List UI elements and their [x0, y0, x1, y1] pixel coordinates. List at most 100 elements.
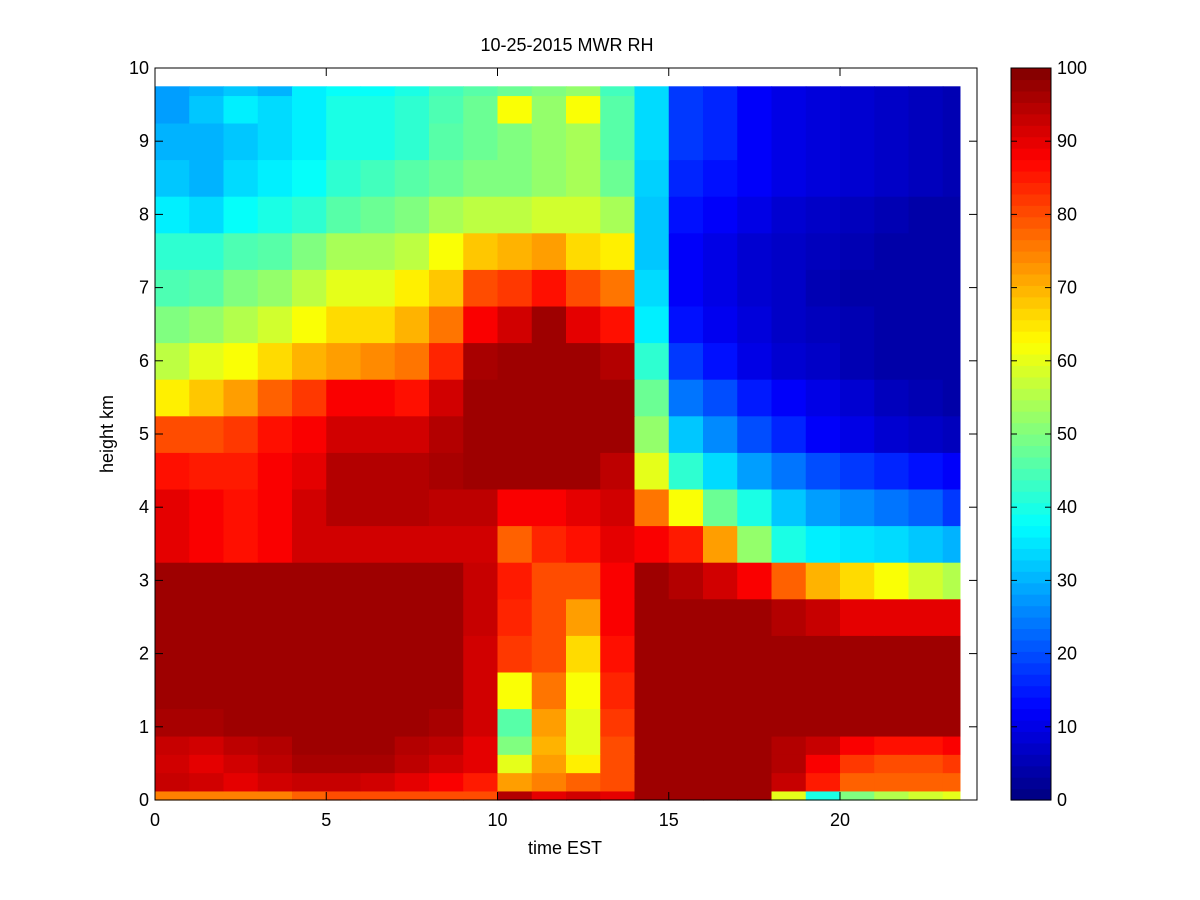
- heatmap-cell: [223, 342, 259, 380]
- heatmap-cell: [703, 159, 738, 197]
- heatmap-cell: [429, 598, 464, 636]
- heatmap-cell: [326, 379, 362, 417]
- heatmap-cell: [531, 95, 567, 124]
- heatmap-cell: [942, 671, 961, 710]
- heatmap-cell: [429, 452, 464, 490]
- heatmap-cell: [737, 790, 773, 801]
- heatmap-cell: [737, 452, 773, 490]
- heatmap-cell: [771, 196, 807, 234]
- heatmap-cell: [531, 671, 567, 710]
- heatmap-cell: [600, 415, 636, 453]
- heatmap-cell: [429, 671, 464, 710]
- heatmap-cell: [463, 598, 499, 636]
- heatmap-cell: [189, 562, 225, 600]
- heatmap-cell: [326, 562, 362, 600]
- heatmap-cell: [566, 772, 601, 792]
- heatmap-cell: [429, 95, 464, 124]
- heatmap-cell: [394, 598, 430, 636]
- heatmap-cell: [942, 488, 961, 527]
- heatmap-cell: [292, 708, 327, 737]
- heatmap-cell: [668, 415, 704, 453]
- heatmap-cell: [223, 452, 259, 490]
- heatmap-cell: [326, 452, 362, 490]
- colorbar-segment: [1011, 296, 1051, 309]
- heatmap-cell: [840, 86, 875, 97]
- heatmap-cell: [497, 525, 533, 563]
- y-tick-label: 5: [139, 424, 149, 444]
- heatmap-cell: [737, 735, 773, 755]
- heatmap-cell: [326, 122, 362, 161]
- heatmap-cell: [600, 159, 636, 197]
- heatmap-cell: [292, 754, 327, 774]
- heatmap-cell: [155, 790, 190, 801]
- heatmap-cell: [874, 95, 910, 124]
- heatmap-cell: [360, 754, 396, 774]
- heatmap-cell: [155, 232, 190, 270]
- heatmap-cell: [326, 305, 362, 344]
- heatmap-cell: [189, 232, 225, 270]
- y-tick-label: 7: [139, 278, 149, 298]
- heatmap-cell: [600, 598, 636, 636]
- heatmap-cell: [874, 772, 910, 792]
- heatmap-cell: [497, 305, 533, 344]
- heatmap-cell: [874, 671, 910, 710]
- heatmap-cell: [394, 95, 430, 124]
- heatmap-cell: [703, 488, 738, 527]
- heatmap-cell: [908, 196, 944, 234]
- heatmap-cell: [634, 452, 670, 490]
- heatmap-cell: [737, 772, 773, 792]
- colorbar-segment: [1011, 491, 1051, 504]
- heatmap-cell: [908, 671, 944, 710]
- heatmap-cell: [394, 122, 430, 161]
- heatmap-cell: [155, 598, 190, 636]
- colorbar-segment: [1011, 353, 1051, 366]
- heatmap-cell: [155, 379, 190, 417]
- heatmap-cell: [531, 754, 567, 774]
- heatmap-cell: [668, 232, 704, 270]
- heatmap-cell: [360, 95, 396, 124]
- heatmap-cell: [703, 269, 738, 307]
- heatmap-cell: [566, 269, 601, 307]
- heatmap-cell: [531, 159, 567, 197]
- heatmap-cell: [429, 305, 464, 344]
- heatmap-cell: [360, 598, 396, 636]
- heatmap-cell: [463, 671, 499, 710]
- heatmap-cell: [908, 86, 944, 97]
- heatmap-cell: [394, 159, 430, 197]
- heatmap-cell: [360, 735, 396, 755]
- x-tick-label: 20: [830, 810, 850, 830]
- colorbar-tick-label: 70: [1057, 278, 1077, 298]
- heatmap-cell: [497, 772, 533, 792]
- heatmap-cell: [566, 562, 601, 600]
- heatmap-cell: [771, 790, 807, 801]
- heatmap-cell: [908, 525, 944, 563]
- heatmap-cell: [840, 305, 875, 344]
- heatmap-cell: [805, 342, 841, 380]
- heatmap-cell: [703, 86, 738, 97]
- heatmap-cell: [394, 86, 430, 97]
- heatmap-cell: [874, 562, 910, 600]
- heatmap-cell: [805, 488, 841, 527]
- heatmap-cell: [840, 122, 875, 161]
- heatmap-cell: [326, 488, 362, 527]
- heatmap-cell: [703, 525, 738, 563]
- heatmap-cell: [874, 735, 910, 755]
- heatmap-cell: [223, 159, 259, 197]
- heatmap-cell: [360, 790, 396, 801]
- heatmap-cell: [497, 452, 533, 490]
- heatmap-cell: [942, 635, 961, 673]
- heatmap-cell: [942, 196, 961, 234]
- heatmap-cell: [908, 305, 944, 344]
- heatmap-cell: [942, 525, 961, 563]
- heatmap-cell: [326, 671, 362, 710]
- heatmap-cell: [874, 196, 910, 234]
- heatmap-cell: [189, 122, 225, 161]
- heatmap-cell: [463, 379, 499, 417]
- heatmap-cell: [737, 305, 773, 344]
- heatmap-cell: [360, 452, 396, 490]
- colorbar-segment: [1011, 148, 1051, 161]
- x-tick-label: 5: [321, 810, 331, 830]
- heatmap-cell: [634, 525, 670, 563]
- heatmap-cell: [908, 635, 944, 673]
- heatmap-cell: [292, 488, 327, 527]
